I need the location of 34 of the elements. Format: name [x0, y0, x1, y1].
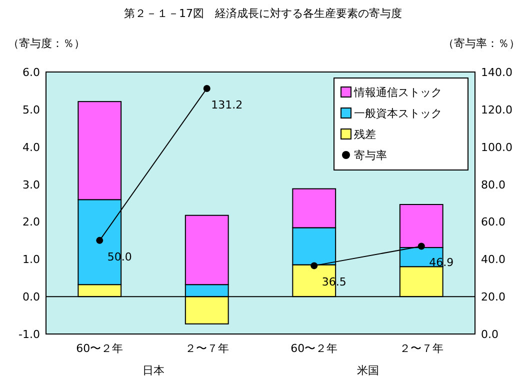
y2-tick-label: 0.0 — [481, 328, 498, 341]
x-tick-label: 60〜２年 — [290, 342, 338, 355]
text: 米国 — [356, 364, 379, 377]
point — [96, 236, 104, 244]
y-tick-label: 4.0 — [22, 140, 40, 154]
x-tick-label: 60〜２年 — [76, 342, 124, 355]
y-tick-label: 6.0 — [22, 66, 40, 79]
y-axis-title: （寄与度：％） — [8, 37, 85, 50]
y-tick-label: 2.0 — [22, 216, 40, 229]
point — [310, 262, 318, 270]
y2-tick-label: 40.0 — [481, 253, 506, 266]
x-tick-label: ２〜７年 — [184, 342, 229, 355]
y-tick-label: 3.0 — [22, 178, 40, 192]
point — [203, 84, 210, 92]
point — [418, 242, 425, 250]
x-tick-label: ２〜７年 — [399, 342, 444, 355]
legend-label: 一般資本ストック — [354, 107, 442, 120]
y2-tick-label: 60.0 — [481, 216, 506, 229]
y2-tick-label: 20.0 — [481, 290, 506, 304]
y-tick-label: 1.0 — [22, 253, 40, 266]
chart-title: 第２－１－17図 経済成長に対する各生産要素の寄与度 — [124, 7, 402, 20]
y2-tick-label: 120.0 — [481, 103, 512, 116]
legend-label: 残差 — [354, 128, 376, 141]
legend-label: 情報通信ストック — [353, 86, 442, 99]
y2-axis-title: （寄与率：％） — [443, 37, 520, 50]
legend-label: 寄与率 — [354, 149, 387, 162]
y-tick-label: 0.0 — [22, 290, 40, 304]
y2-tick-label: 100.0 — [481, 140, 512, 154]
data-label: 131.2 — [211, 98, 243, 112]
y2-tick-label: 140.0 — [481, 66, 512, 79]
y-tick-label: -1.0 — [18, 328, 40, 341]
y-tick-label: 5.0 — [22, 103, 40, 116]
text: 日本 — [142, 364, 164, 377]
y2-tick-label: 80.0 — [481, 178, 506, 192]
